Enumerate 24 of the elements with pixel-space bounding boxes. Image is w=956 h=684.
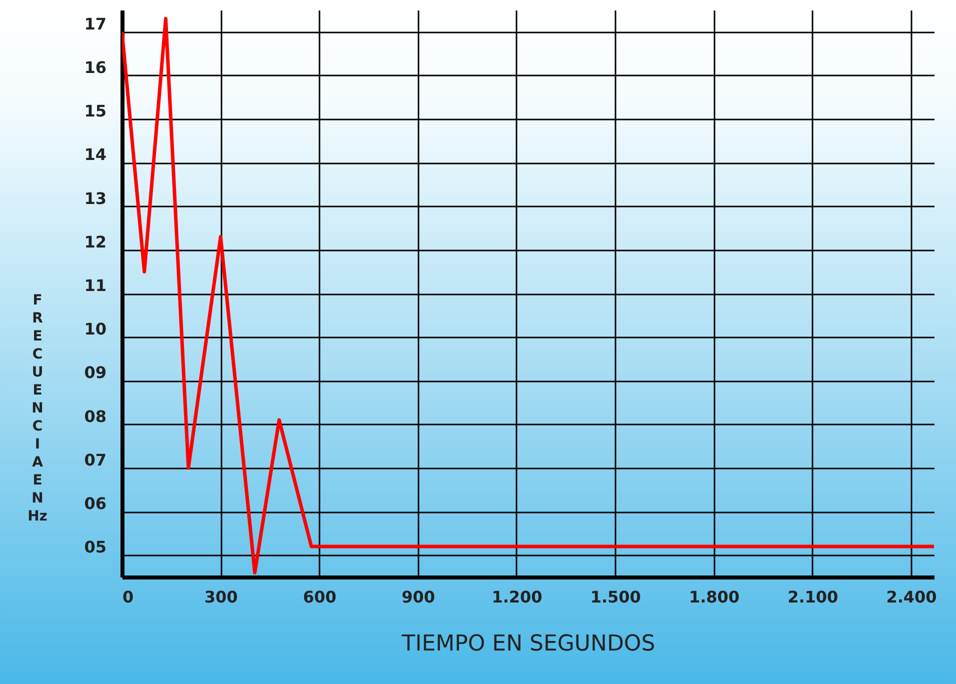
x-tick-label: 1.500 [590,588,641,606]
y-tick-label: 14 [84,145,106,164]
x-tick-label: 2.400 [886,588,937,606]
x-tick-label: 1.800 [688,588,740,606]
y-tick-label: 07 [84,450,106,470]
y-tick-label: 17 [84,14,106,34]
x-tick-label: 1.200 [492,588,542,606]
y-tick-label: 12 [84,232,106,252]
y-tick-label: 13 [84,188,106,208]
y-tick-label: 15 [84,102,106,121]
x-axis-title: TIEMPO EN SEGUNDOS [400,632,656,656]
y-tick-label: 11 [84,276,106,295]
y-tick-label: 09 [84,363,106,382]
text: FRECUENCIA EN Hz [28,292,48,524]
y-tick-label: 06 [84,494,106,514]
x-tick-label: 300 [204,588,238,606]
x-tick-label: 2.100 [788,588,838,606]
y-tick-label: 10 [84,320,106,339]
x-tick-label: 600 [303,588,336,606]
x-tick-label: 900 [402,588,436,606]
y-tick-label: 16 [84,58,106,77]
y-tick-label: 08 [84,406,106,426]
x-tick-label: 0 [122,588,134,606]
y-tick-label: 05 [84,538,106,557]
